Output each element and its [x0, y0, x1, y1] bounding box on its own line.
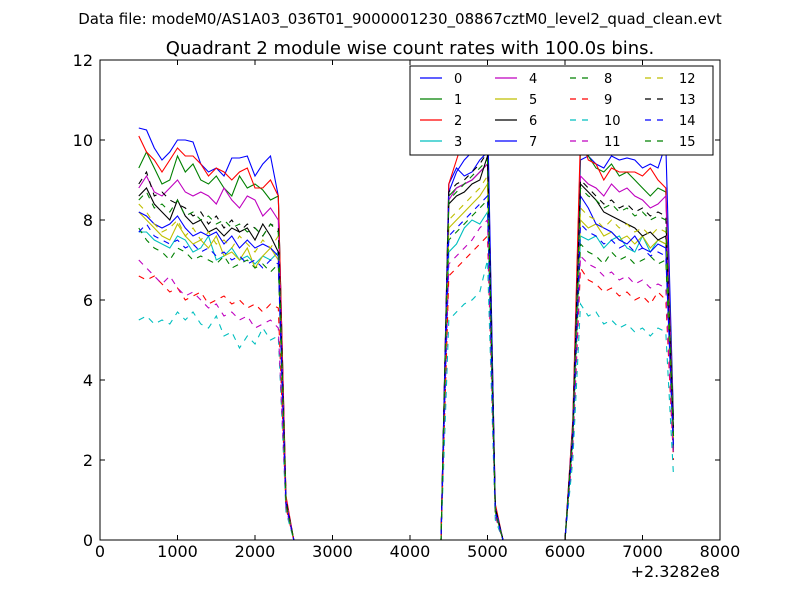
- x-tick-label: 7000: [622, 542, 663, 561]
- legend-label-6: 6: [529, 114, 537, 129]
- series-line-9: [138, 234, 675, 540]
- y-tick-label: 6: [83, 291, 93, 310]
- legend-label-4: 4: [529, 72, 537, 87]
- series-line-11: [138, 218, 675, 540]
- legend-label-10: 10: [604, 114, 621, 129]
- series-line-0: [138, 127, 675, 540]
- x-tick-label: 4000: [390, 542, 431, 561]
- legend-label-3: 3: [454, 135, 462, 150]
- legend-label-5: 5: [529, 93, 537, 108]
- figure-suptitle: Data file: modeM0/AS1A03_036T01_90000012…: [78, 10, 722, 29]
- y-tick-label: 10: [73, 131, 93, 150]
- legend-label-13: 13: [679, 93, 696, 108]
- y-tick-label: 8: [83, 211, 93, 230]
- x-tick-label: 2000: [235, 542, 276, 561]
- y-tick-label: 12: [73, 51, 93, 70]
- legend-label-14: 14: [679, 114, 696, 129]
- x-tick-label: 1000: [157, 542, 198, 561]
- legend-label-12: 12: [679, 72, 696, 87]
- x-tick-label: 6000: [545, 542, 586, 561]
- legend-label-9: 9: [604, 93, 612, 108]
- y-tick-label: 2: [83, 451, 93, 470]
- legend-label-2: 2: [454, 114, 462, 129]
- series-line-7: [138, 107, 675, 540]
- series-line-8: [138, 198, 675, 540]
- x-tick-label: 5000: [467, 542, 508, 561]
- axes: 0 1000 2000 3000 4000 5000 6000 7000 80000246810…: [73, 51, 741, 561]
- y-tick-label: 0: [83, 531, 93, 550]
- series-line-10: [138, 259, 675, 540]
- x-tick-label: 8000: [700, 542, 741, 561]
- series-line-1: [138, 146, 675, 540]
- legend-label-7: 7: [529, 135, 537, 150]
- series-line-15: [138, 158, 675, 540]
- y-tick-label: 4: [83, 371, 93, 390]
- chart-title: Quadrant 2 module wise count rates with …: [166, 38, 655, 59]
- legend-box: [409, 65, 714, 156]
- plot-area: [138, 107, 675, 540]
- legend-label-8: 8: [604, 72, 612, 87]
- series-line-6: [138, 155, 675, 540]
- series-line-14: [138, 194, 675, 540]
- legend-label-1: 1: [454, 93, 462, 108]
- x-tick-label: 3000: [312, 542, 353, 561]
- legend-label-15: 15: [679, 135, 696, 150]
- series-line-4: [138, 162, 675, 540]
- x-tick-label: 0: [95, 542, 105, 561]
- legend-label-11: 11: [604, 135, 621, 150]
- legend-label-0: 0: [454, 72, 462, 87]
- series-line-13: [138, 150, 675, 540]
- x-offset-label: +2.3282e8: [631, 562, 720, 581]
